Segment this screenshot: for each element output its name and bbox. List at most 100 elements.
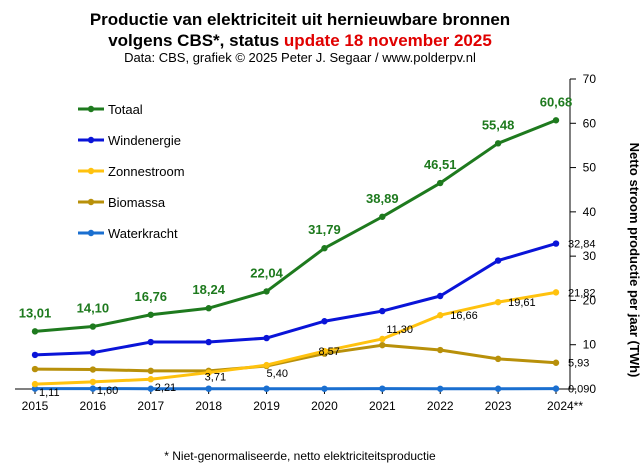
data-label-zonnestroom: 21,82: [568, 287, 596, 299]
series-line-zonnestroom: [34, 290, 557, 386]
data-point-windenergie: [437, 292, 444, 300]
legend-marker: [87, 167, 95, 175]
series-layer: [31, 117, 560, 392]
data-point-zonnestroom: [263, 361, 270, 369]
data-label-totaal: 13,01: [19, 305, 52, 320]
data-point-windenergie: [494, 257, 502, 264]
data-point-totaal: [494, 140, 502, 147]
data-label-zonnestroom: 2,21: [155, 382, 176, 394]
series-line-totaal: [34, 118, 557, 333]
data-point-zonnestroom: [205, 369, 212, 376]
data-point-waterkracht: [552, 385, 560, 392]
chart-title-line1: Productie van elektriciteit uit hernieuw…: [90, 10, 510, 29]
data-label-zonnestroom: 1,11: [39, 387, 60, 399]
legend-item-zonnestroom: Zonnestroom: [78, 164, 185, 179]
data-label-totaal: 14,10: [77, 301, 110, 316]
data-point-windenergie: [552, 240, 560, 247]
x-tick-label: 2017: [137, 399, 164, 413]
data-point-waterkracht: [437, 385, 444, 392]
data-point-waterkracht: [147, 385, 154, 392]
chart-title-line2-red: update 18 november 2025: [284, 31, 492, 50]
data-point-zonnestroom: [494, 298, 502, 306]
data-point-zonnestroom: [147, 376, 154, 383]
data-label-zonnestroom: 11,30: [386, 324, 413, 336]
data-point-biomassa: [494, 355, 502, 363]
data-point-totaal: [437, 179, 444, 187]
data-point-totaal: [89, 323, 97, 330]
data-point-zonnestroom: [31, 380, 39, 388]
data-label-totaal: 55,48: [482, 117, 515, 132]
data-point-zonnestroom: [379, 335, 386, 343]
data-point-windenergie: [89, 349, 97, 356]
chart-subtitle: Data: CBS, grafiek © 2025 Peter J. Segaa…: [124, 50, 476, 65]
data-point-biomassa: [89, 366, 97, 373]
y-tick-label: 0: [589, 382, 596, 396]
axes: 0 10 20 30 40 50 60 70 2015 2016 2017 2018 2019 2020 2…: [15, 72, 596, 413]
x-tick-label: 2022: [427, 399, 454, 413]
data-point-biomassa: [379, 341, 386, 349]
data-point-waterkracht: [31, 385, 39, 392]
x-tick-label: 2016: [80, 399, 107, 413]
x-tick-label: 2018: [195, 399, 222, 413]
legend-item-waterkracht: Waterkracht: [78, 226, 178, 241]
data-point-totaal: [31, 328, 39, 335]
legend-item-totaal: Totaal: [78, 102, 143, 117]
data-label-totaal: 31,79: [308, 222, 341, 237]
data-point-waterkracht: [494, 385, 502, 392]
data-point-zonnestroom: [552, 289, 560, 296]
x-tick-label: 2024**: [547, 399, 583, 413]
x-tick-label: 2020: [311, 399, 338, 413]
data-point-windenergie: [147, 338, 154, 346]
data-point-windenergie: [379, 307, 386, 315]
data-label-totaal: 18,24: [192, 282, 225, 297]
x-tick-label: 2021: [369, 399, 396, 413]
data-label-zonnestroom: 19,61: [508, 297, 536, 309]
data-label-waterkracht: 0,09: [568, 384, 589, 396]
data-point-windenergie: [263, 334, 270, 342]
data-point-biomassa: [437, 346, 444, 354]
data-point-totaal: [321, 245, 328, 252]
footnote: * Niet-genormaliseerde, netto elektricit…: [164, 449, 436, 463]
series-line-windenergie: [34, 242, 557, 357]
data-point-waterkracht: [263, 385, 270, 392]
data-point-totaal: [205, 305, 212, 312]
data-label-zonnestroom: 8,57: [318, 346, 339, 358]
y-tick-label: 60: [583, 116, 597, 130]
y-axis-label: Netto stroom productie per jaar (TWh): [627, 143, 642, 378]
data-point-waterkracht: [205, 385, 212, 392]
legend-label: Zonnestroom: [108, 164, 185, 179]
data-label-windenergie: 32,84: [568, 239, 596, 251]
x-tick-label: 2015: [22, 399, 49, 413]
data-point-zonnestroom: [321, 347, 328, 355]
legend-label: Windenergie: [108, 133, 181, 148]
legend-label: Biomassa: [108, 195, 166, 210]
legend-label: Waterkracht: [108, 226, 178, 241]
y-tick-label: 70: [583, 72, 597, 86]
chart-title-line2-black: volgens CBS*, status: [108, 31, 284, 50]
data-labels-layer: 13,01 14,10 16,76 18,24 22,04 31,79 38,89 46,51…: [19, 94, 596, 399]
legend-label: Totaal: [108, 102, 143, 117]
data-label-zonnestroom: 5,40: [267, 368, 288, 380]
data-label-totaal: 46,51: [424, 157, 457, 172]
x-tick-label: 2023: [485, 399, 512, 413]
legend-item-windenergie: Windenergie: [78, 133, 181, 148]
data-point-zonnestroom: [437, 312, 444, 319]
data-point-windenergie: [321, 318, 328, 325]
data-label-totaal: 16,76: [135, 289, 168, 304]
data-point-totaal: [552, 117, 560, 124]
y-tick-label: 30: [583, 249, 597, 263]
data-point-waterkracht: [379, 385, 386, 392]
data-label-totaal: 60,68: [540, 94, 573, 109]
data-label-totaal: 22,04: [250, 265, 283, 280]
legend: Totaal Windenergie Zonnestroom Biomassa Wate…: [78, 102, 185, 241]
x-tick-label: 2019: [253, 399, 280, 413]
data-label-zonnestroom: 1,60: [97, 385, 118, 397]
y-tick-label: 50: [583, 161, 597, 175]
data-point-biomassa: [31, 365, 39, 373]
data-label-biomassa: 5,93: [568, 358, 589, 370]
legend-marker: [87, 105, 95, 113]
data-label-totaal: 38,89: [366, 191, 399, 206]
data-label-zonnestroom: 3,71: [205, 372, 226, 384]
data-point-windenergie: [205, 338, 212, 346]
